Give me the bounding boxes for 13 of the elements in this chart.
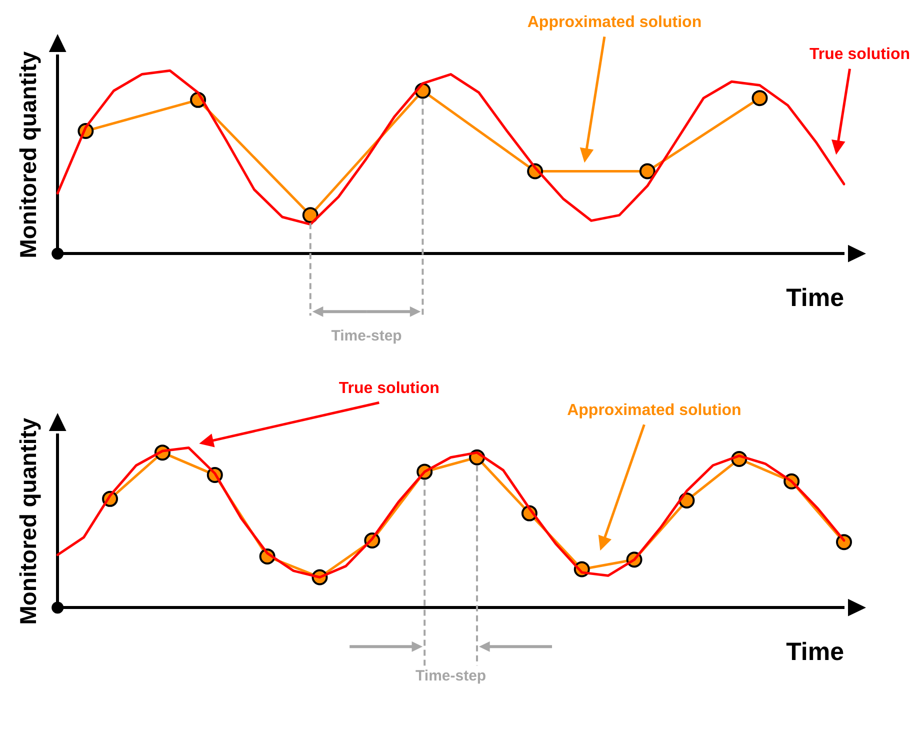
x-axis-title: Time bbox=[786, 284, 844, 312]
text: Time-step bbox=[416, 667, 486, 684]
text: True solution bbox=[810, 46, 910, 64]
point bbox=[302, 207, 318, 224]
text: Approximated solution bbox=[567, 402, 742, 420]
text: Approximated solution bbox=[527, 14, 702, 32]
y-axis-title: Monitored quantity bbox=[15, 51, 42, 258]
x-axis-title: Time bbox=[786, 638, 844, 666]
y-axis-title: Monitored quantity bbox=[15, 418, 42, 625]
point bbox=[639, 163, 656, 180]
text: True solution bbox=[338, 380, 440, 398]
point bbox=[752, 90, 768, 106]
text: Time-step bbox=[331, 327, 402, 344]
